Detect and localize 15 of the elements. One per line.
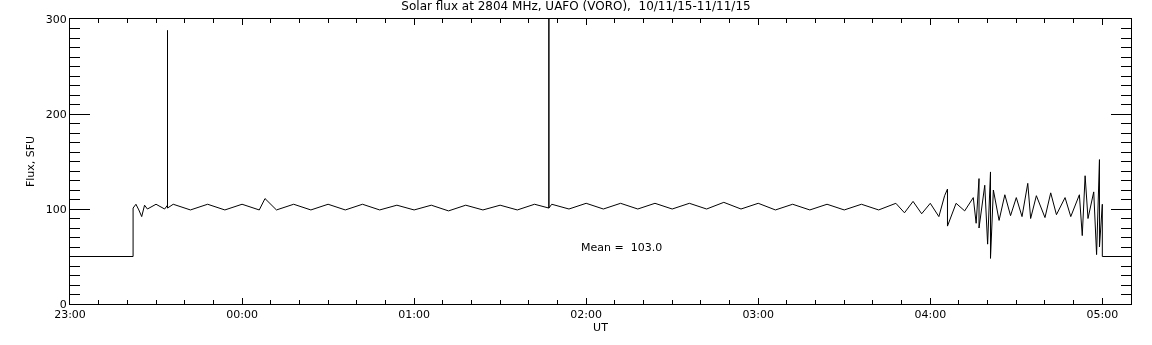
y-tick-label: 0 (59, 297, 67, 311)
annotation: Mean = 103.0 (581, 241, 663, 254)
chart-title: Solar flux at 2804 MHz, UAFO (VORO), 10/11/15-11/11/15 (401, 0, 751, 14)
y-tick-label: 200 (45, 107, 67, 121)
x-tick-label: 01:00 (398, 308, 430, 322)
x-tick-label: 05:00 (1086, 308, 1119, 322)
x-axis-title: UT (593, 321, 609, 335)
y-tick-label: 100 (45, 202, 67, 216)
x-tick-label: 00:00 (226, 308, 258, 322)
x-tick-label: 02:00 (570, 308, 603, 322)
x-tick-label: 04:00 (914, 308, 947, 322)
x-tick-label: 03:00 (742, 308, 775, 322)
y-axis-title: Flux, SFU (24, 135, 38, 188)
y-tick-label: 300 (45, 12, 67, 26)
x-tick-label: 23:00 (54, 308, 86, 322)
